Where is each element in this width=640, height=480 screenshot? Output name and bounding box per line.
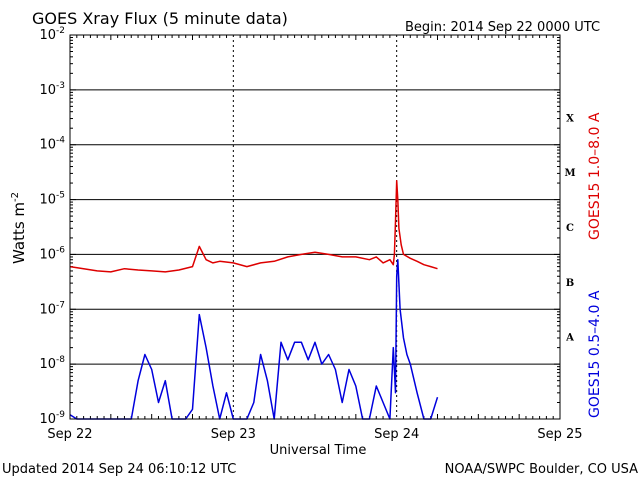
series-line-long-channel bbox=[69, 180, 438, 273]
legend-long-channel: GOES15 1.0–8.0 A bbox=[587, 112, 603, 240]
y-tick-base: 10 bbox=[39, 302, 56, 317]
y-tick-base: 10 bbox=[39, 247, 56, 262]
x-tick-label: Sep 25 bbox=[537, 427, 582, 442]
y-axis-label-exponent: -2 bbox=[10, 192, 21, 202]
y-tick-label: 10-4 bbox=[39, 136, 65, 153]
y-tick-base: 10 bbox=[39, 83, 56, 98]
y-tick-label: 10-2 bbox=[39, 26, 65, 43]
y-tick-exponent: -7 bbox=[56, 300, 65, 310]
flare-class-label: C bbox=[566, 223, 574, 234]
series-line-short-channel bbox=[69, 258, 439, 420]
x-tick-label: Sep 24 bbox=[374, 427, 419, 442]
y-tick-exponent: -4 bbox=[56, 136, 65, 146]
y-tick-label: 10-7 bbox=[39, 300, 65, 317]
y-tick-base: 10 bbox=[39, 357, 56, 372]
y-tick-label: 10-5 bbox=[39, 191, 65, 208]
y-tick-exponent: -2 bbox=[56, 26, 65, 36]
x-tick-label: Sep 23 bbox=[211, 427, 256, 442]
flare-class-label: X bbox=[566, 113, 574, 124]
y-tick-label: 10-9 bbox=[39, 410, 65, 427]
y-tick-base: 10 bbox=[39, 28, 56, 43]
y-tick-base: 10 bbox=[39, 138, 56, 153]
y-tick-label: 10-8 bbox=[39, 355, 65, 372]
flare-class-labels: A B C M X bbox=[564, 113, 575, 343]
begin-time: Begin: 2014 Sep 22 0000 UTC bbox=[405, 20, 600, 35]
series-lines bbox=[69, 180, 439, 420]
y-tick-labels: 10-910-810-710-610-510-410-310-2 bbox=[39, 26, 65, 427]
flare-class-label: M bbox=[564, 168, 575, 179]
legend-short-channel: GOES15 0.5–4.0 A bbox=[587, 290, 603, 418]
x-tick-labels: Sep 22 Sep 23 Sep 24 Sep 25 bbox=[47, 427, 582, 442]
x-axis-label: Universal Time bbox=[270, 443, 367, 458]
chart-title: GOES Xray Flux (5 minute data) bbox=[32, 9, 288, 28]
y-tick-exponent: -5 bbox=[56, 191, 65, 201]
y-tick-base: 10 bbox=[39, 412, 56, 427]
y-tick-base: 10 bbox=[39, 193, 56, 208]
svg-text:Watts m-2: Watts m-2 bbox=[10, 192, 28, 264]
y-axis-label: Watts m-2 bbox=[10, 192, 28, 264]
y-tick-label: 10-6 bbox=[39, 245, 65, 262]
updated-time: Updated 2014 Sep 24 06:10:12 UTC bbox=[2, 462, 236, 477]
y-axis-label-text: Watts m bbox=[10, 202, 28, 264]
x-tick-label: Sep 22 bbox=[47, 427, 92, 442]
grid bbox=[70, 34, 560, 420]
y-tick-exponent: -6 bbox=[56, 245, 65, 255]
y-tick-exponent: -9 bbox=[56, 410, 65, 420]
flare-class-label: A bbox=[565, 333, 574, 344]
credit: NOAA/SWPC Boulder, CO USA bbox=[445, 462, 638, 477]
y-tick-exponent: -8 bbox=[56, 355, 65, 365]
plot-frame bbox=[69, 34, 561, 420]
y-tick-label: 10-3 bbox=[39, 81, 65, 98]
flare-class-label: B bbox=[566, 278, 574, 289]
y-tick-exponent: -3 bbox=[56, 81, 65, 91]
